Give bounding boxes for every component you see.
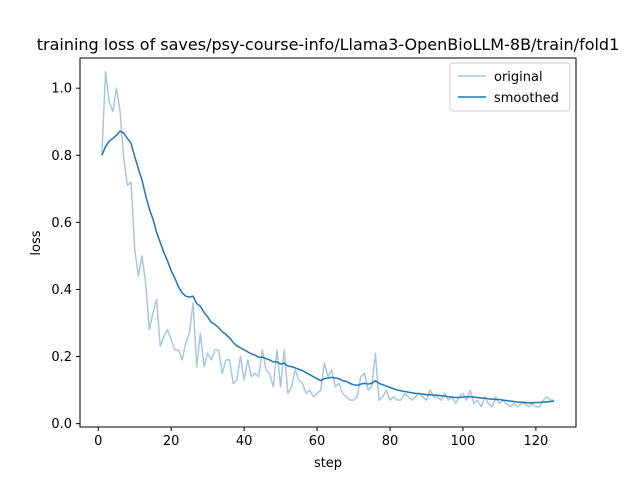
plot-frame	[79, 57, 577, 428]
y-tick-label: 0.6	[51, 216, 72, 231]
x-tick-label: 40	[236, 434, 253, 449]
x-tick-label: 60	[309, 434, 326, 449]
x-tick-label: 20	[163, 434, 180, 449]
y-tick-label: 0.0	[51, 417, 72, 432]
x-tick-label: 80	[382, 434, 399, 449]
ticks-layer: 0 20 40 60 80 100 120 0.0 0.2 0.4 0.6 0.8 1.0	[51, 82, 548, 449]
y-tick-label: 0.2	[51, 350, 72, 365]
y-tick-label: 0.4	[51, 283, 72, 298]
x-tick-label: 0	[94, 434, 102, 449]
chart-title: training loss of saves/psy-course-info/L…	[37, 35, 620, 54]
y-tick-label: 1.0	[51, 82, 72, 97]
series-line-smoothed	[101, 130, 555, 404]
legend-box	[449, 62, 571, 112]
legend-label-original: original	[494, 70, 543, 85]
series-line-original	[101, 70, 555, 408]
y-axis-label: loss	[29, 230, 44, 255]
series-layer	[101, 70, 555, 408]
legend-label-smoothed: smoothed	[494, 91, 559, 106]
x-axis-label: step	[314, 456, 342, 471]
legend: original smoothed	[449, 62, 571, 112]
x-tick-label: 100	[451, 434, 476, 449]
x-tick-label: 120	[523, 434, 548, 449]
y-tick-label: 0.8	[51, 149, 72, 164]
